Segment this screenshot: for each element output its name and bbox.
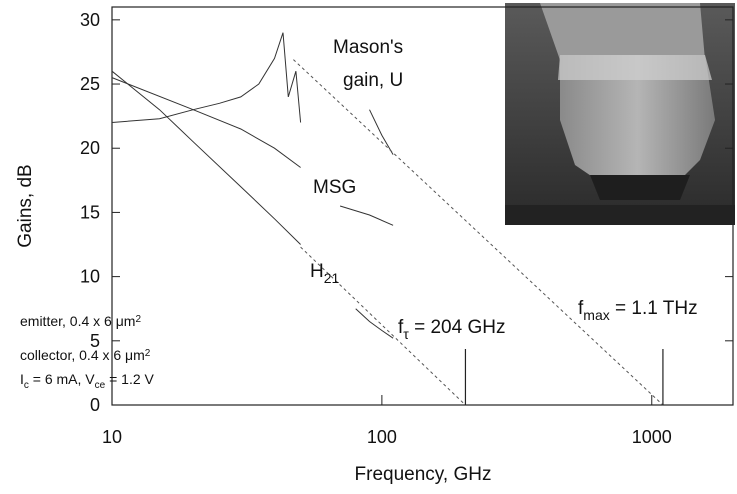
annotation: emitter, 0.4 x 6 μm2: [20, 313, 141, 329]
annotation: Mason's: [333, 37, 403, 58]
y-axis-title: Gains, dB: [15, 164, 36, 247]
y-tick-label: 25: [80, 74, 100, 94]
annotation-part: I: [20, 371, 24, 387]
y-tick-label: 10: [80, 267, 100, 287]
annotation-part: 2: [145, 348, 151, 359]
annotation: MSG: [313, 177, 356, 198]
annotation-part: 21: [324, 270, 340, 286]
annotation: H21: [310, 261, 340, 286]
gain-curve: [111, 70, 394, 339]
annotation-part: = 1.1 THz: [610, 298, 698, 319]
gain-curve: [111, 32, 394, 155]
annotation-part: = 1.2 V: [105, 371, 154, 387]
annotation-part: H: [310, 261, 324, 282]
annotation-part: gain, U: [343, 70, 403, 91]
annotation-part: τ: [403, 326, 409, 342]
y-tick-label: 15: [80, 202, 100, 222]
inset-photo: [505, 3, 735, 225]
y-tick-label: 5: [90, 331, 100, 351]
annotation-part: MSG: [313, 177, 356, 198]
annotation-part: collector, 0.4 x 6 μm: [20, 347, 145, 363]
y-tick-label: 30: [80, 10, 100, 30]
annotation-part: 2: [135, 314, 141, 325]
extrapolation-line: [300, 246, 466, 406]
annotation: collector, 0.4 x 6 μm2: [20, 347, 151, 363]
plot-frame: [111, 6, 734, 406]
annotation-part: f: [578, 298, 584, 319]
annotation: fτ = 204 GHz: [398, 317, 505, 342]
y-tick-label: 0: [90, 395, 100, 415]
annotation: gain, U: [343, 70, 403, 91]
annotation-part: = 204 GHz: [409, 317, 506, 338]
annotation-part: emitter, 0.4 x 6 μm: [20, 313, 135, 329]
x-tick-label: 100: [367, 427, 397, 447]
annotation-part: = 6 mA, V: [29, 371, 95, 387]
y-tick-label: 20: [80, 138, 100, 158]
annotation-part: f: [398, 317, 404, 338]
extrapolation-line: [293, 59, 664, 406]
annotation-part: ce: [95, 380, 106, 391]
x-axis-title: Frequency, GHz: [355, 464, 492, 485]
gain-curve: [111, 77, 394, 226]
x-tick-label: 10: [102, 427, 122, 447]
annotation-part: Mason's: [333, 37, 403, 58]
annotation: fmax = 1.1 THz: [578, 298, 698, 323]
annotation-part: c: [24, 380, 29, 391]
x-tick-label: 1000: [632, 427, 672, 447]
annotation: Ic = 6 mA, Vce = 1.2 V: [20, 371, 155, 391]
annotation-part: max: [583, 307, 609, 323]
